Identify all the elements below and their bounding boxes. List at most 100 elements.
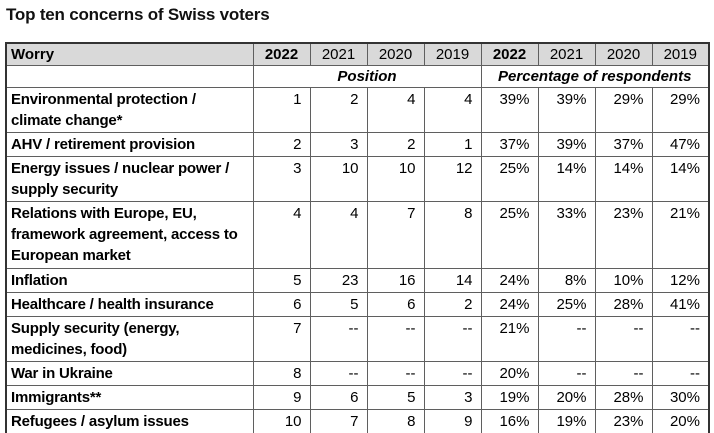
percentage-value: 33% bbox=[537, 200, 596, 269]
percentage-value: 21% bbox=[651, 200, 710, 269]
position-value: 9 bbox=[252, 384, 311, 410]
position-value: 16 bbox=[366, 267, 425, 293]
table-row: War in Ukraine 8 -- -- -- 20% -- -- -- bbox=[5, 360, 710, 386]
table-row: Energy issues / nuclear power / supply s… bbox=[5, 155, 710, 202]
percentage-value: 14% bbox=[594, 155, 653, 202]
percentage-value: 39% bbox=[537, 131, 596, 157]
position-value: 2 bbox=[423, 291, 482, 317]
percentage-value: 21% bbox=[480, 315, 539, 362]
position-value: 3 bbox=[252, 155, 311, 202]
position-value: 1 bbox=[423, 131, 482, 157]
worry-label: Relations with Europe, EU, framework agr… bbox=[5, 200, 254, 269]
position-value: -- bbox=[423, 360, 482, 386]
position-value: 7 bbox=[309, 408, 368, 433]
position-value: 10 bbox=[366, 155, 425, 202]
position-value: 5 bbox=[252, 267, 311, 293]
position-value: 8 bbox=[366, 408, 425, 433]
position-value: -- bbox=[309, 360, 368, 386]
table-row: Immigrants** 9 6 5 3 19% 20% 28% 30% bbox=[5, 384, 710, 410]
position-value: 1 bbox=[252, 86, 311, 133]
position-value: 10 bbox=[252, 408, 311, 433]
position-value: 10 bbox=[309, 155, 368, 202]
percentage-value: 23% bbox=[594, 200, 653, 269]
position-value: 23 bbox=[309, 267, 368, 293]
position-value: -- bbox=[423, 315, 482, 362]
position-value: 6 bbox=[252, 291, 311, 317]
percentage-value: 37% bbox=[594, 131, 653, 157]
position-value: -- bbox=[366, 360, 425, 386]
percentage-value: 29% bbox=[594, 86, 653, 133]
table-row: Environmental protection / climate chang… bbox=[5, 86, 710, 133]
percentage-value: 39% bbox=[537, 86, 596, 133]
page-title: Top ten concerns of Swiss voters bbox=[6, 5, 270, 24]
col-header-year-pct-2022: 2022 bbox=[480, 42, 539, 66]
table-row: Refugees / asylum issues 10 7 8 9 16% 19… bbox=[5, 408, 710, 433]
position-value: -- bbox=[309, 315, 368, 362]
table-row: AHV / retirement provision 2 3 2 1 37% 3… bbox=[5, 131, 710, 157]
position-value: 5 bbox=[309, 291, 368, 317]
position-value: 4 bbox=[366, 86, 425, 133]
percentage-value: -- bbox=[651, 360, 710, 386]
percentage-value: 41% bbox=[651, 291, 710, 317]
percentage-value: 14% bbox=[651, 155, 710, 202]
col-header-year-pct-2020: 2020 bbox=[594, 42, 653, 66]
concerns-table: Worry 2022 2021 2020 2019 2022 2021 2020… bbox=[5, 42, 710, 433]
percentage-value: 20% bbox=[537, 384, 596, 410]
percentage-value: 37% bbox=[480, 131, 539, 157]
position-value: 2 bbox=[309, 86, 368, 133]
col-header-year-pos-2022: 2022 bbox=[252, 42, 311, 66]
position-value: 9 bbox=[423, 408, 482, 433]
year-header-row: Worry 2022 2021 2020 2019 2022 2021 2020… bbox=[5, 42, 710, 66]
col-header-year-pos-2019: 2019 bbox=[423, 42, 482, 66]
percentage-value: 30% bbox=[651, 384, 710, 410]
position-value: 2 bbox=[366, 131, 425, 157]
position-value: 5 bbox=[366, 384, 425, 410]
col-header-worry: Worry bbox=[5, 42, 254, 66]
worry-label: Inflation bbox=[5, 267, 254, 293]
table-row: Inflation 5 23 16 14 24% 8% 10% 12% bbox=[5, 267, 710, 293]
percentage-value: 24% bbox=[480, 291, 539, 317]
percentage-value: 14% bbox=[537, 155, 596, 202]
table-row: Supply security (energy, medicines, food… bbox=[5, 315, 710, 362]
col-header-year-pos-2020: 2020 bbox=[366, 42, 425, 66]
position-value: 3 bbox=[423, 384, 482, 410]
position-value: 12 bbox=[423, 155, 482, 202]
col-header-year-pct-2021: 2021 bbox=[537, 42, 596, 66]
percentage-value: 28% bbox=[594, 384, 653, 410]
position-value: 6 bbox=[366, 291, 425, 317]
percentage-value: -- bbox=[594, 315, 653, 362]
table-row: Relations with Europe, EU, framework agr… bbox=[5, 200, 710, 269]
worry-label: War in Ukraine bbox=[5, 360, 254, 386]
percentage-value: 25% bbox=[480, 155, 539, 202]
percentage-value: 29% bbox=[651, 86, 710, 133]
percentage-value: 25% bbox=[480, 200, 539, 269]
percentage-value: 47% bbox=[651, 131, 710, 157]
percentage-value: 20% bbox=[480, 360, 539, 386]
percentage-value: -- bbox=[594, 360, 653, 386]
percentage-value: 12% bbox=[651, 267, 710, 293]
position-value: -- bbox=[366, 315, 425, 362]
position-value: 7 bbox=[252, 315, 311, 362]
percentage-value: 20% bbox=[651, 408, 710, 433]
percentage-value: 28% bbox=[594, 291, 653, 317]
worry-label: Environmental protection / climate chang… bbox=[5, 86, 254, 133]
position-value: 2 bbox=[252, 131, 311, 157]
percentage-value: 8% bbox=[537, 267, 596, 293]
percentage-value: 19% bbox=[537, 408, 596, 433]
table-row: Healthcare / health insurance 6 5 6 2 24… bbox=[5, 291, 710, 317]
group-header-row: Position Percentage of respondents bbox=[5, 64, 710, 88]
worry-label: Energy issues / nuclear power / supply s… bbox=[5, 155, 254, 202]
percentage-value: 23% bbox=[594, 408, 653, 433]
col-header-year-pct-2019: 2019 bbox=[651, 42, 710, 66]
group-header-empty bbox=[5, 64, 254, 88]
position-value: 4 bbox=[423, 86, 482, 133]
percentage-value: -- bbox=[537, 360, 596, 386]
position-value: 4 bbox=[252, 200, 311, 269]
percentage-value: 10% bbox=[594, 267, 653, 293]
position-value: 8 bbox=[423, 200, 482, 269]
worry-label: Healthcare / health insurance bbox=[5, 291, 254, 317]
percentage-value: 16% bbox=[480, 408, 539, 433]
position-value: 3 bbox=[309, 131, 368, 157]
worry-label: Supply security (energy, medicines, food… bbox=[5, 315, 254, 362]
worry-label: Immigrants** bbox=[5, 384, 254, 410]
